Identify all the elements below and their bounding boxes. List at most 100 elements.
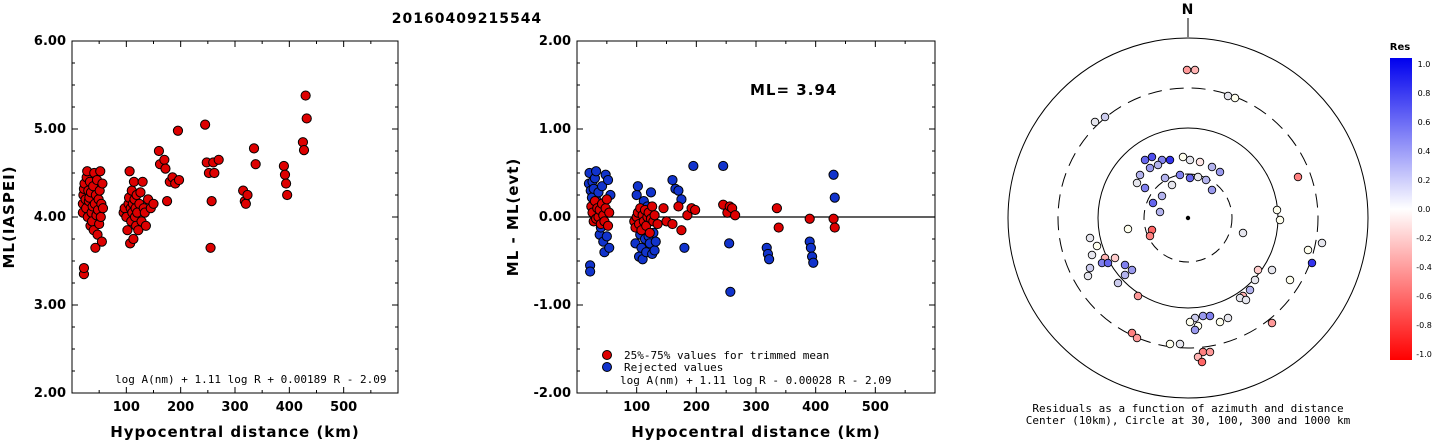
residual-distance-plot: ML - ML(evt) Hypocentral distance (km) M… — [504, 34, 936, 441]
station-point — [1307, 258, 1317, 268]
station-point — [1085, 233, 1095, 243]
plot1-xtick-label: 100 — [113, 400, 140, 415]
station-point — [1127, 328, 1137, 338]
station-point — [1201, 175, 1211, 185]
station-point — [1317, 238, 1327, 248]
data-point — [658, 203, 669, 214]
data-point — [596, 181, 608, 192]
data-point — [159, 154, 170, 165]
station-point — [1272, 205, 1282, 215]
plot1-xtick-label: 300 — [221, 400, 248, 415]
data-point — [97, 203, 109, 214]
station-point — [1185, 317, 1195, 327]
station-point — [1085, 263, 1095, 273]
station-point — [1193, 172, 1203, 182]
plot1-frame — [71, 40, 399, 394]
polar-caption-line2: Center (10km), Circle at 30, 100, 300 an… — [1026, 414, 1351, 427]
plot2-xtick-label: 500 — [862, 400, 889, 415]
polar-points — [1083, 65, 1327, 367]
data-point — [652, 218, 663, 230]
station-point — [1083, 271, 1093, 281]
data-point — [724, 238, 735, 249]
data-point — [133, 225, 144, 236]
plot2-ytick-label: 0.00 — [539, 210, 571, 225]
ml-distance-plot: ML(IASPEI) Hypocentral distance (km) log… — [0, 34, 399, 441]
data-point — [148, 198, 159, 209]
plot2-y-ticks: -2.00 -1.00 0.00 1.00 2.00 — [534, 34, 935, 401]
station-point — [1198, 311, 1208, 321]
station-point — [1087, 250, 1097, 260]
data-point — [632, 181, 643, 192]
plot1-ytick-label: 2.00 — [34, 386, 66, 401]
station-point — [1103, 258, 1113, 268]
plot1-xtick-label: 400 — [276, 400, 303, 415]
station-point — [1132, 333, 1142, 343]
legend-label-trimmed: 25%-75% values for trimmed mean — [624, 349, 829, 362]
data-point — [828, 213, 839, 224]
colorbar-tick-label: -1.0 — [1416, 350, 1432, 359]
colorbar-tick-label: 0.6 — [1418, 118, 1431, 127]
circle-300km — [1057, 87, 1319, 349]
legend-marker-trimmed — [602, 350, 612, 360]
colorbar-tick-label: -0.8 — [1416, 321, 1432, 330]
colorbar-tick-label: -0.6 — [1416, 292, 1432, 301]
legend-marker-rejected — [602, 362, 612, 372]
plot1-points — [77, 90, 312, 280]
data-point — [764, 254, 775, 265]
station-point — [1110, 253, 1120, 263]
plot2-ytick-label: 2.00 — [539, 34, 571, 49]
station-point — [1167, 180, 1177, 190]
station-point — [1147, 152, 1157, 162]
station-point — [1120, 260, 1130, 270]
data-point — [140, 220, 151, 231]
data-point — [280, 178, 292, 189]
station-point — [1293, 172, 1303, 182]
data-point — [242, 189, 253, 201]
plot1-xlabel: Hypocentral distance (km) — [110, 423, 360, 441]
data-point — [95, 211, 106, 223]
azimuth-residual-plot: N Residuals as a function of azimuth and… — [1007, 2, 1369, 427]
station-point — [1155, 207, 1165, 217]
colorbar-tick-label: -0.4 — [1416, 263, 1432, 272]
colorbar-ticks: 1.0 0.8 0.6 0.4 0.2 0.0 -0.2 -0.4 -0.6 -0.8 -1.0 — [1416, 60, 1432, 359]
data-point — [647, 201, 658, 212]
data-point — [206, 196, 217, 207]
plot2-ytick-label: -1.00 — [534, 298, 571, 313]
plot1-xtick-label: 500 — [330, 400, 357, 415]
station-point — [1140, 183, 1150, 193]
data-point — [602, 174, 614, 186]
colorbar-tick-label: 0.4 — [1418, 147, 1431, 156]
colorbar-tick-label: 1.0 — [1418, 60, 1431, 69]
data-point — [124, 166, 135, 177]
data-point — [773, 222, 784, 233]
data-point — [602, 220, 614, 231]
data-point — [95, 166, 106, 177]
data-point — [725, 286, 736, 297]
data-point — [771, 203, 782, 214]
plot2-ylabel: ML - ML(evt) — [504, 158, 522, 276]
station-point — [1178, 152, 1188, 162]
data-point — [135, 187, 146, 198]
north-label: N — [1182, 2, 1195, 18]
plot2-ytick-label: -2.00 — [534, 386, 571, 401]
page-title: 20160409215544 — [392, 11, 542, 27]
data-point — [667, 218, 678, 230]
station-point — [1120, 270, 1130, 280]
plot1-formula: log A(nm) + 1.11 log R + 0.00189 R - 2.0… — [115, 373, 387, 386]
colorbar-tick-label: 0.0 — [1418, 205, 1431, 214]
station-point — [1207, 162, 1217, 172]
station-point — [1230, 93, 1240, 103]
data-point — [690, 204, 701, 216]
plot2-formula: log A(nm) + 1.11 log R - 0.00028 R - 2.0… — [620, 374, 892, 387]
station-point — [1250, 275, 1260, 285]
data-point — [209, 167, 220, 179]
data-point — [649, 245, 660, 256]
data-point — [300, 90, 311, 101]
data-point — [279, 169, 291, 180]
station-point — [1207, 185, 1217, 195]
station-point — [1195, 157, 1205, 167]
data-point — [90, 242, 101, 253]
station-point — [1175, 339, 1185, 349]
colorbar-title: Res — [1390, 42, 1410, 53]
ml-annotation: ML= 3.94 — [750, 81, 837, 99]
